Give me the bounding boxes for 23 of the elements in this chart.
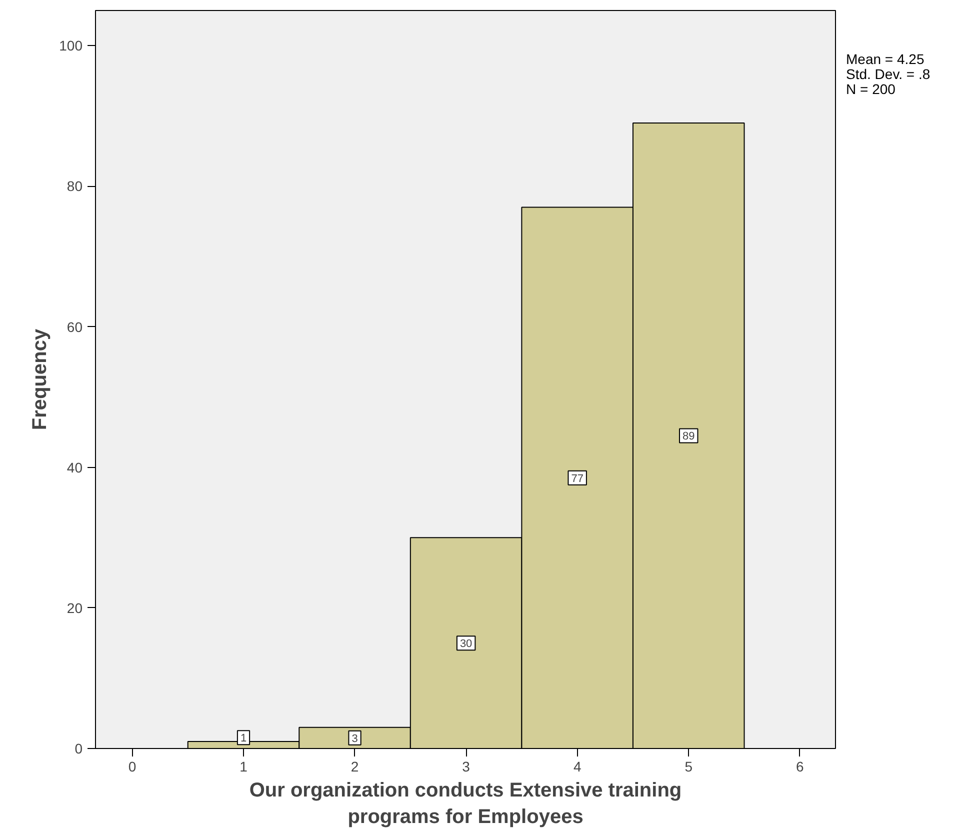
y-tick-label: 60 <box>66 318 83 335</box>
y-tick-label: 100 <box>59 38 83 54</box>
x-tick-label: 4 <box>573 758 582 774</box>
x-axis-title: Our organization conducts Extensive training programs for Employees <box>249 780 682 828</box>
data-label: 30 <box>460 638 472 650</box>
x-tick-label: 1 <box>240 758 248 774</box>
text: Std. Dev. = .8 <box>846 66 930 82</box>
x-tick-label: 6 <box>796 758 804 774</box>
y-tick-label: 0 <box>74 740 83 756</box>
text: N = 200 <box>846 81 896 97</box>
y-axis-title: Frequency <box>29 328 52 430</box>
x-tick-label: 3 <box>462 758 470 774</box>
data-label: 3 <box>352 732 358 745</box>
y-tick-label: 40 <box>66 459 83 476</box>
data-label: 1 <box>240 732 247 745</box>
data-label: 89 <box>682 430 695 443</box>
data-label: 77 <box>571 472 584 485</box>
y-tick-label: 20 <box>66 600 83 616</box>
x-tick-label: 2 <box>350 758 359 774</box>
x-tick-label: 0 <box>128 758 136 774</box>
text: Mean = 4.25 <box>846 51 926 67</box>
x-tick-label: 5 <box>684 758 693 774</box>
y-tick-label: 80 <box>66 178 83 194</box>
